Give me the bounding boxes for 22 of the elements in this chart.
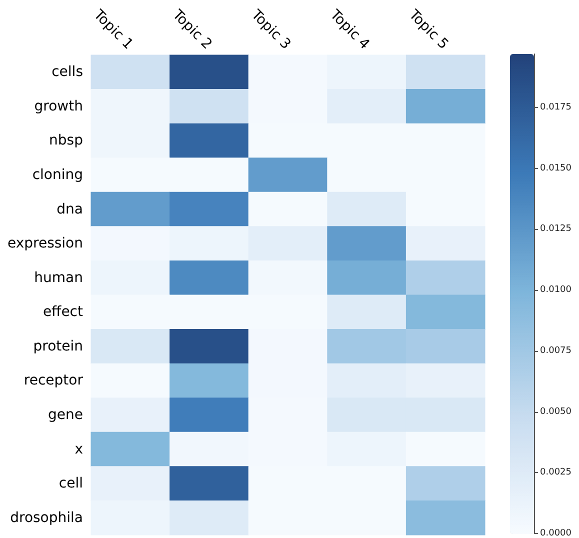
color-bar-label: 0.0075 — [540, 346, 572, 356]
y-tick-label: x — [74, 441, 83, 458]
color-bar-label: 0.0025 — [540, 468, 572, 478]
y-tick-label: protein — [33, 338, 83, 354]
color-bar-label: 0.0150 — [540, 163, 572, 174]
y-tick-label: gene — [48, 407, 83, 423]
y-tick-label: effect — [42, 304, 84, 320]
y-tick-label: nbsp — [49, 132, 84, 149]
y-tick-label: drosophila — [10, 510, 83, 526]
y-tick-label: cloning — [32, 167, 83, 183]
y-tick-label: cells — [52, 64, 83, 80]
y-tick-label: receptor — [24, 372, 84, 389]
color-bar-label: 0.0175 — [540, 102, 572, 113]
color-bar-label: 0.0125 — [540, 224, 572, 234]
y-tick-label: growth — [34, 98, 83, 114]
color-bar-label: 0.0000 — [540, 528, 572, 538]
color-bar-label: 0.0050 — [540, 406, 572, 417]
color-bar-label: 0.0100 — [540, 285, 572, 296]
y-tick-label: dna — [56, 201, 83, 218]
y-tick-label: cell — [58, 476, 83, 492]
y-tick-label: expression — [7, 236, 83, 252]
y-tick-label: human — [34, 270, 83, 286]
